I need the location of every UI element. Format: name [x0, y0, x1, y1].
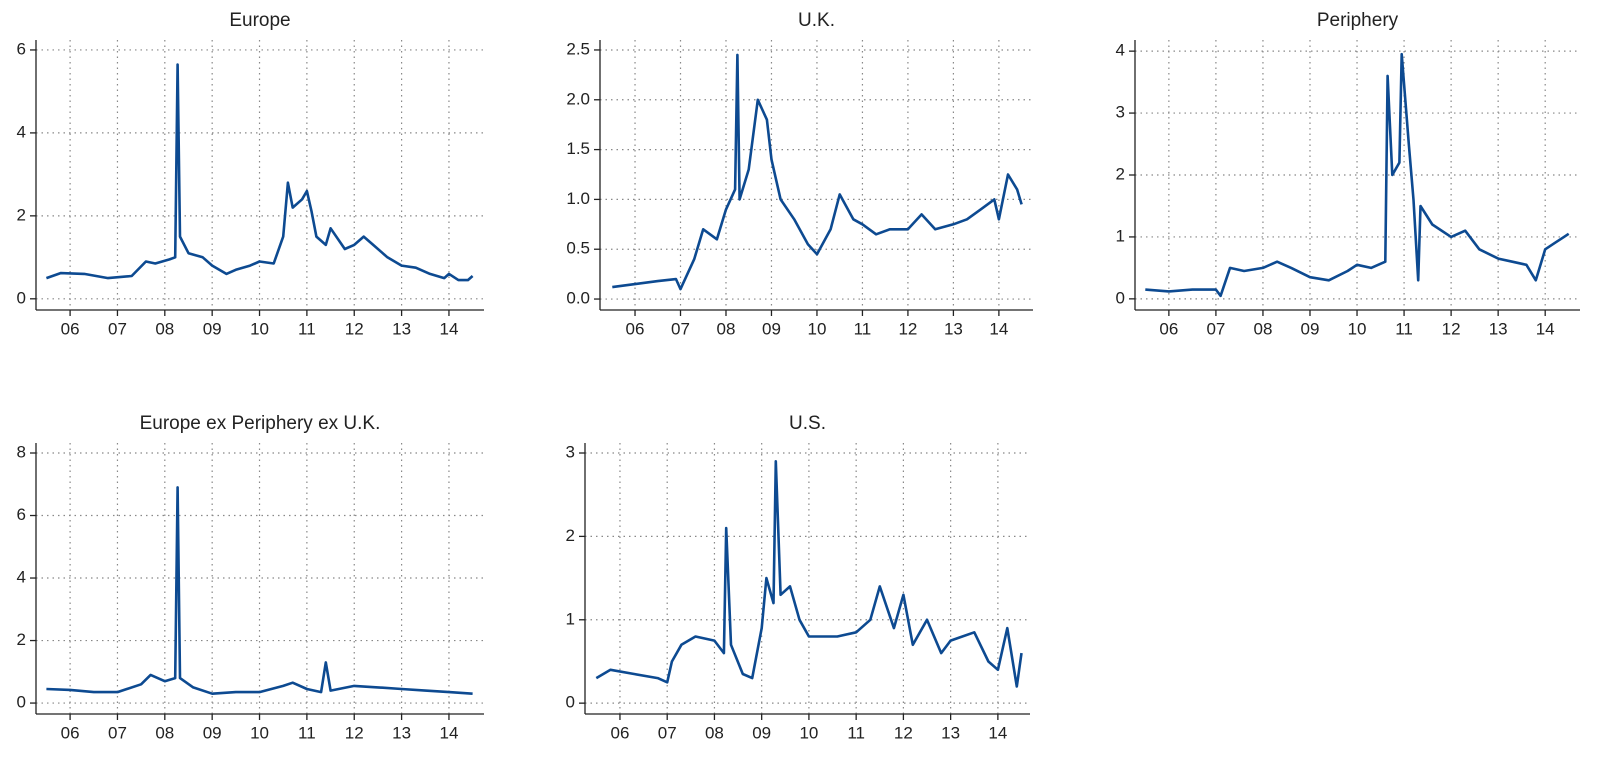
x-tick-label: 06 — [61, 723, 80, 742]
y-tick-label: 6 — [17, 39, 26, 58]
x-tick-label: 10 — [1348, 319, 1367, 338]
x-tick-label: 12 — [894, 723, 913, 742]
x-tick-label: 07 — [671, 319, 690, 338]
x-tick-label: 06 — [626, 319, 645, 338]
y-tick-label: 4 — [1116, 41, 1125, 60]
x-tick-label: 08 — [705, 723, 724, 742]
x-tick-label: 09 — [752, 723, 771, 742]
y-tick-label: 2.0 — [566, 89, 590, 108]
x-tick-label: 10 — [250, 723, 269, 742]
y-tick-label: 0 — [17, 288, 26, 307]
data-line — [595, 460, 1023, 688]
x-tick-label: 12 — [345, 723, 364, 742]
x-tick-label: 12 — [345, 319, 364, 338]
x-tick-label: 11 — [847, 723, 865, 742]
x-tick-label: 07 — [658, 723, 677, 742]
x-tick-label: 06 — [61, 319, 80, 338]
x-tick-label: 09 — [203, 319, 222, 338]
chart-title: U.K. — [798, 10, 835, 31]
x-tick-label: 07 — [108, 723, 127, 742]
data-line — [46, 486, 473, 695]
x-tick-label: 06 — [1159, 319, 1178, 338]
x-tick-label: 11 — [1395, 319, 1413, 338]
y-tick-label: 1 — [1116, 226, 1125, 245]
x-tick-label: 13 — [944, 319, 963, 338]
data-line — [1145, 52, 1570, 298]
x-tick-label: 14 — [989, 319, 1008, 338]
x-tick-label: 14 — [988, 723, 1007, 742]
chart-title: Europe ex Periphery ex U.K. — [140, 413, 381, 434]
y-tick-label: 1 — [566, 609, 575, 628]
x-tick-label: 11 — [854, 319, 872, 338]
data-line — [612, 53, 1023, 291]
y-tick-label: 3 — [1116, 103, 1125, 122]
chart-title: Periphery — [1317, 10, 1399, 31]
x-tick-label: 08 — [717, 319, 736, 338]
chart-title: U.S. — [789, 413, 826, 434]
y-tick-label: 0 — [566, 693, 575, 712]
x-tick-label: 12 — [898, 319, 917, 338]
x-tick-label: 14 — [439, 319, 458, 338]
x-tick-label: 07 — [108, 319, 127, 338]
y-tick-label: 0 — [17, 693, 26, 712]
y-tick-label: 2 — [17, 630, 26, 649]
x-tick-label: 12 — [1442, 319, 1461, 338]
y-tick-label: 2 — [1116, 164, 1125, 183]
x-tick-label: 13 — [392, 723, 411, 742]
x-tick-label: 10 — [250, 319, 269, 338]
x-tick-label: 09 — [762, 319, 781, 338]
x-tick-label: 11 — [298, 723, 316, 742]
x-tick-label: 13 — [1489, 319, 1508, 338]
x-tick-label: 13 — [941, 723, 960, 742]
y-tick-label: 0 — [1116, 288, 1125, 307]
x-tick-label: 10 — [799, 723, 818, 742]
y-tick-label: 2 — [17, 205, 26, 224]
y-tick-label: 0.5 — [566, 239, 590, 258]
y-tick-label: 0.0 — [566, 289, 590, 308]
y-tick-label: 8 — [17, 442, 26, 461]
data-line — [45, 63, 474, 282]
y-tick-label: 2.5 — [566, 39, 590, 58]
y-tick-label: 1.0 — [566, 189, 590, 208]
x-tick-label: 08 — [155, 319, 174, 338]
x-tick-label: 06 — [610, 723, 629, 742]
x-tick-label: 14 — [439, 723, 458, 742]
x-tick-label: 10 — [807, 319, 826, 338]
x-tick-label: 14 — [1536, 319, 1555, 338]
y-tick-label: 6 — [17, 505, 26, 524]
y-tick-label: 2 — [566, 526, 575, 545]
y-tick-label: 4 — [17, 568, 26, 587]
chart-title: Europe — [229, 10, 290, 31]
x-tick-label: 07 — [1206, 319, 1225, 338]
x-tick-label: 11 — [298, 319, 316, 338]
x-tick-label: 08 — [155, 723, 174, 742]
y-tick-label: 4 — [17, 122, 26, 141]
x-tick-label: 09 — [1301, 319, 1320, 338]
y-tick-label: 3 — [566, 442, 575, 461]
x-tick-label: 13 — [392, 319, 411, 338]
x-tick-label: 09 — [203, 723, 222, 742]
x-tick-label: 08 — [1253, 319, 1272, 338]
y-tick-label: 1.5 — [566, 139, 590, 158]
